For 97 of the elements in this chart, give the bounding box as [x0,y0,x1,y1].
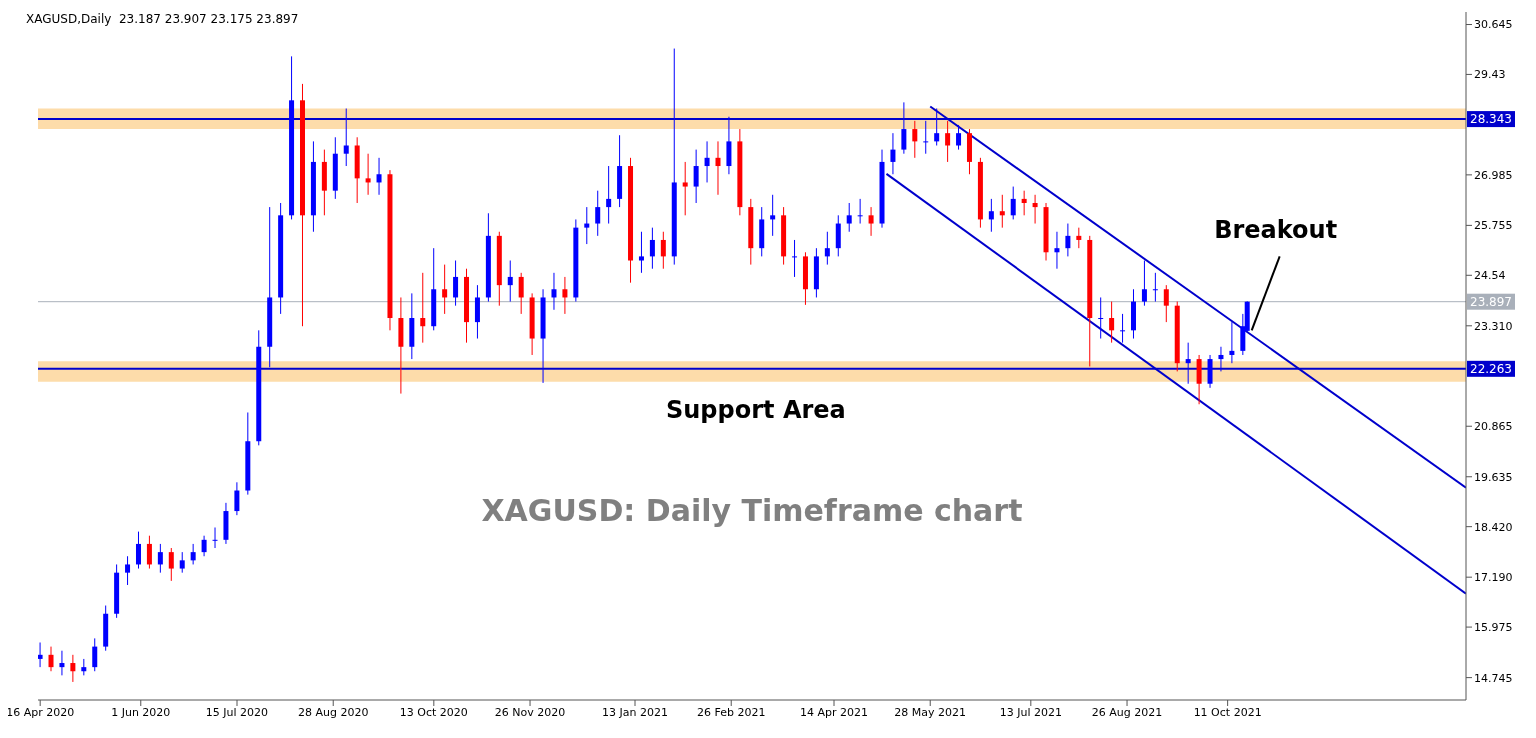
candlestick [234,481,240,516]
candlestick [59,650,65,676]
candlestick [934,108,940,146]
candlestick [453,260,459,307]
text: XAGUSD: Daily Timeframe chart [480,493,1024,528]
candlestick [507,260,513,303]
candlestick [190,543,196,565]
candlestick [1109,301,1115,344]
candlestick [201,535,207,557]
candlestick [912,120,918,159]
candlestick [770,194,776,237]
candlestick [1120,313,1126,344]
candlestick [343,108,349,167]
candlestick [638,231,644,274]
candlestick [518,272,524,315]
candlestick [168,547,174,582]
ref-line-label: 23.897 [1470,294,1512,309]
candlestick [365,153,371,196]
y-tick-label: 14.745 [1474,671,1513,685]
x-tick-label: 11 Oct 2021 [1193,705,1262,719]
y-tick-label: 26.985 [1474,168,1513,182]
candlestick [792,239,798,278]
candlestick [1098,296,1104,340]
candlestick [1229,321,1235,364]
candlestick [606,165,612,225]
y-tick-label: 18.420 [1474,520,1513,534]
x-tick-label: 15 Jul 2020 [205,705,269,719]
annotation: XAGUSD,Daily 23.187 23.907 23.175 23.897 [26,12,299,26]
candlestick [1218,346,1224,372]
candlestick [179,551,185,574]
y-tick-label: 15.975 [1474,621,1513,634]
x-tick-label: 26 Aug 2021 [1091,705,1163,719]
candlestick [48,646,54,672]
x-tick-label: 1 Jun 2020 [111,705,171,719]
candlestick [135,531,141,570]
candlestick [70,654,76,683]
candlestick [988,198,994,233]
x-tick-label: 28 May 2021 [894,705,967,719]
candlestick [890,132,896,175]
candlestick [715,140,721,196]
candlestick [846,202,852,233]
candlestick [146,535,152,570]
candlestick [660,231,666,270]
candlestick [824,231,830,266]
candlestick [1141,260,1147,307]
candlestick [923,120,929,155]
candlestick [1010,186,1016,220]
candlestick [901,101,907,155]
y-tick-label: 30.645 [1474,18,1513,32]
candlestick [1065,223,1071,257]
candlestick [38,642,43,668]
candlestick [157,543,163,574]
candlestick [595,190,601,237]
candlestick [562,276,568,315]
candlestick [442,264,448,315]
y-tick-label: 29.43 [1474,68,1506,82]
candlestick [551,272,557,311]
candlestick [1021,190,1027,216]
candlestick [1185,342,1191,385]
candlestick [125,555,131,586]
candlestick [1076,227,1082,249]
candlestick [956,124,962,151]
candlestick [704,140,710,183]
candlestick [999,194,1005,229]
candlestick [868,206,874,237]
candlestick [212,526,218,549]
ref-line-label: 22.263 [1470,361,1512,376]
y-tick-label: 20.865 [1474,420,1513,434]
y-tick-label: 24.54 [1474,269,1506,283]
x-tick-label: 28 Aug 2020 [297,705,369,719]
candlestick [1163,284,1169,323]
y-tick-label: 17.190 [1474,571,1513,585]
candlestick [584,206,590,245]
candlestick [693,149,699,204]
candlestick [1032,194,1038,225]
candlestick [1152,272,1158,303]
candlestick [682,161,688,216]
x-tick-label: 14 Apr 2021 [800,705,869,719]
candlestick [945,120,951,163]
candlestick [92,637,98,672]
candlestick [420,272,426,344]
x-tick-label: 13 Oct 2020 [399,705,468,719]
candlestick [1054,231,1060,270]
ref-line-label: 28.343 [1470,112,1512,127]
y-tick-label: 23.310 [1474,319,1513,333]
annotation: Support Area [666,396,846,424]
y-tick-label: 19.635 [1474,470,1513,484]
y-tick-label: 25.755 [1474,219,1513,233]
x-tick-label: 13 Jul 2021 [999,705,1062,719]
x-tick-label: 16 Apr 2020 [6,705,75,719]
x-tick-label: 26 Feb 2021 [696,705,766,719]
candlestick [649,227,655,270]
x-tick-label: 13 Jan 2021 [602,705,668,719]
annotation: Breakout [1214,216,1338,245]
candlestick [376,157,382,196]
x-tick-label: 26 Nov 2020 [494,705,566,719]
candlestick [857,198,863,225]
